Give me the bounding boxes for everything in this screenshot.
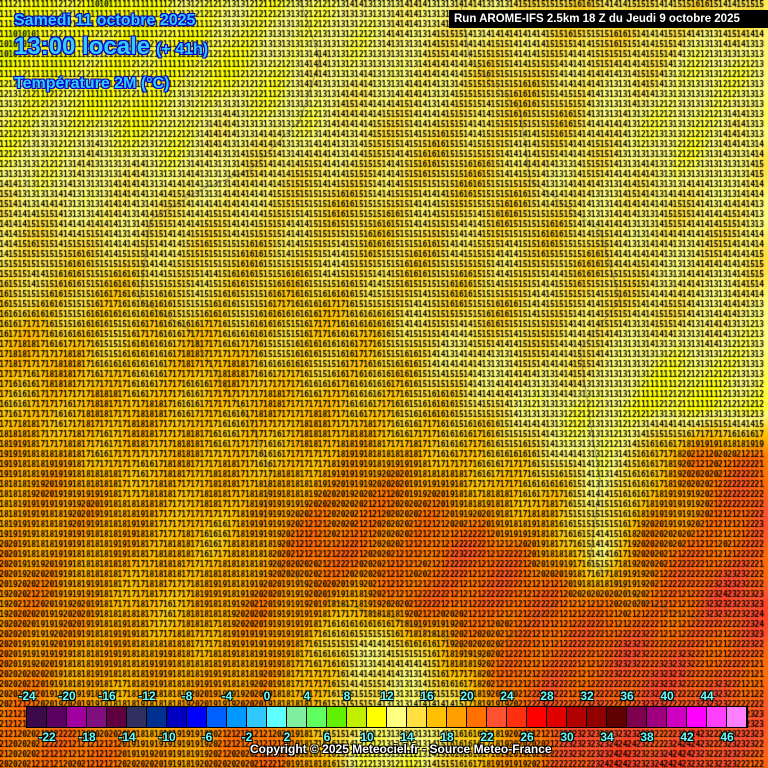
colorbar xyxy=(26,706,748,728)
colorbar-cell xyxy=(167,707,187,727)
colorbar-label: 8 xyxy=(343,689,351,703)
colorbar-label: 30 xyxy=(560,730,574,744)
colorbar-cell xyxy=(287,707,307,727)
colorbar-label: 20 xyxy=(460,689,474,703)
forecast-time: 13:00 locale (+ 41h) xyxy=(14,33,208,61)
colorbar-label: -12 xyxy=(138,689,156,703)
forecast-date: Samedi 11 octobre 2025 xyxy=(14,12,196,29)
colorbar-cell xyxy=(707,707,727,727)
lead-time: (+ 41h) xyxy=(156,41,209,58)
colorbar-cell xyxy=(627,707,647,727)
colorbar-label: -18 xyxy=(78,730,96,744)
colorbar-cell xyxy=(507,707,527,727)
colorbar-cell xyxy=(547,707,567,727)
colorbar-label: 26 xyxy=(520,730,534,744)
colorbar-cell xyxy=(647,707,667,727)
colorbar-label: 40 xyxy=(660,689,674,703)
colorbar-label: -22 xyxy=(38,730,56,744)
colorbar-cell xyxy=(207,707,227,727)
local-time: 13:00 locale xyxy=(14,33,151,60)
colorbar-cell xyxy=(447,707,467,727)
colorbar-cell xyxy=(187,707,207,727)
colorbar-cell xyxy=(667,707,687,727)
copyright: Copyright © 2025 Meteociel.fr - Source M… xyxy=(250,742,552,756)
colorbar-cell xyxy=(227,707,247,727)
colorbar-label: 12 xyxy=(380,689,394,703)
colorbar-cell xyxy=(47,707,67,727)
colorbar-label: 42 xyxy=(680,730,694,744)
colorbar-label: 10 xyxy=(360,730,374,744)
colorbar-cell xyxy=(267,707,287,727)
colorbar-label: 4 xyxy=(303,689,311,703)
colorbar-label: 22 xyxy=(480,730,494,744)
colorbar-cell xyxy=(407,707,427,727)
colorbar-cell xyxy=(607,707,627,727)
colorbar-label: 32 xyxy=(580,689,594,703)
colorbar-label: 18 xyxy=(440,730,454,744)
colorbar-cell xyxy=(367,707,387,727)
colorbar-label: -6 xyxy=(201,730,213,744)
colorbar-label: -16 xyxy=(98,689,116,703)
colorbar-label: 0 xyxy=(263,689,271,703)
colorbar-cell xyxy=(347,707,367,727)
colorbar-label: 28 xyxy=(540,689,554,703)
colorbar-label: 24 xyxy=(500,689,514,703)
colorbar-label: 44 xyxy=(700,689,714,703)
colorbar-label: 6 xyxy=(323,730,331,744)
run-info: Run AROME-IFS 2.5km 18 Z du Jeudi 9 octo… xyxy=(449,10,768,28)
colorbar-cell xyxy=(247,707,267,727)
colorbar-cell xyxy=(107,707,127,727)
colorbar-cell xyxy=(87,707,107,727)
colorbar-cell xyxy=(687,707,707,727)
colorbar-cell xyxy=(127,707,147,727)
colorbar-cell xyxy=(587,707,607,727)
colorbar-label: 46 xyxy=(720,730,734,744)
colorbar-label: -14 xyxy=(118,730,136,744)
colorbar-label: 16 xyxy=(420,689,434,703)
colorbar-cell xyxy=(387,707,407,727)
colorbar-cell xyxy=(147,707,167,727)
colorbar-cell xyxy=(567,707,587,727)
colorbar-cell xyxy=(327,707,347,727)
colorbar-cell xyxy=(727,707,747,727)
colorbar-label: 2 xyxy=(283,730,291,744)
variable-title: Température 2M (°C) xyxy=(14,75,170,92)
colorbar-cell xyxy=(427,707,447,727)
colorbar-label: -10 xyxy=(158,730,176,744)
colorbar-label: -20 xyxy=(58,689,76,703)
colorbar-label: 36 xyxy=(620,689,634,703)
colorbar-label: -24 xyxy=(18,689,36,703)
colorbar-label: 38 xyxy=(640,730,654,744)
colorbar-cell xyxy=(27,707,47,727)
colorbar-cell xyxy=(527,707,547,727)
colorbar-cell xyxy=(487,707,507,727)
colorbar-cell xyxy=(307,707,327,727)
colorbar-label: -4 xyxy=(221,689,233,703)
colorbar-label: -2 xyxy=(241,730,253,744)
colorbar-cell xyxy=(467,707,487,727)
colorbar-label: -8 xyxy=(181,689,193,703)
colorbar-label: 34 xyxy=(600,730,614,744)
colorbar-cell xyxy=(67,707,87,727)
colorbar-label: 14 xyxy=(400,730,414,744)
